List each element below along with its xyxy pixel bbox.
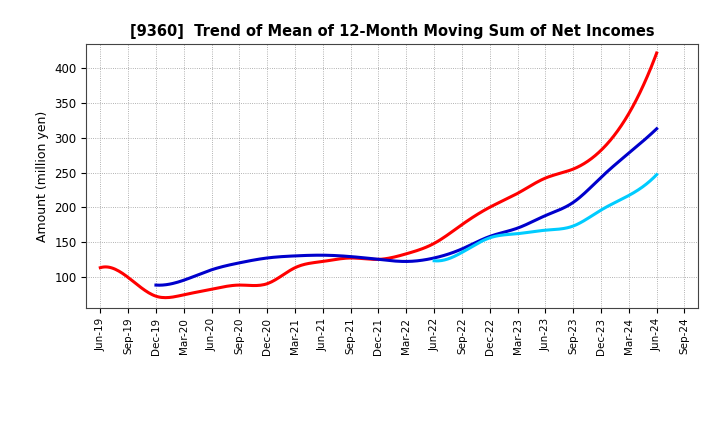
Line: 5 Years: 5 Years [156,129,657,285]
7 Years [567,224,575,229]
7 Years [632,188,641,194]
7 Years [562,225,571,231]
Title: [9360]  Trend of Mean of 12-Month Moving Sum of Net Incomes: [9360] Trend of Mean of 12-Month Moving … [130,24,654,39]
3 Years [567,167,575,172]
Legend: 3 Years, 5 Years, 7 Years, 10 Years: 3 Years, 5 Years, 7 Years, 10 Years [183,437,602,440]
7 Years [430,258,438,264]
5 Years [152,282,161,288]
3 Years [96,265,104,270]
7 Years [618,196,626,202]
3 Years [161,295,170,300]
3 Years [652,51,661,56]
7 Years [563,225,572,231]
7 Years [433,258,441,264]
5 Years [153,282,162,288]
Line: 3 Years: 3 Years [100,53,657,297]
5 Years [575,195,584,200]
7 Years [652,172,661,177]
3 Years [98,264,107,270]
5 Years [451,249,460,254]
3 Years [427,242,436,247]
5 Years [155,282,163,288]
3 Years [602,142,611,147]
Line: 7 Years: 7 Years [434,175,657,261]
7 Years [431,258,439,264]
5 Years [652,126,661,132]
3 Years [429,241,438,246]
Y-axis label: Amount (million yen): Amount (million yen) [36,110,49,242]
3 Years [438,235,447,241]
5 Years [460,246,469,251]
5 Years [607,165,616,171]
5 Years [450,249,459,255]
